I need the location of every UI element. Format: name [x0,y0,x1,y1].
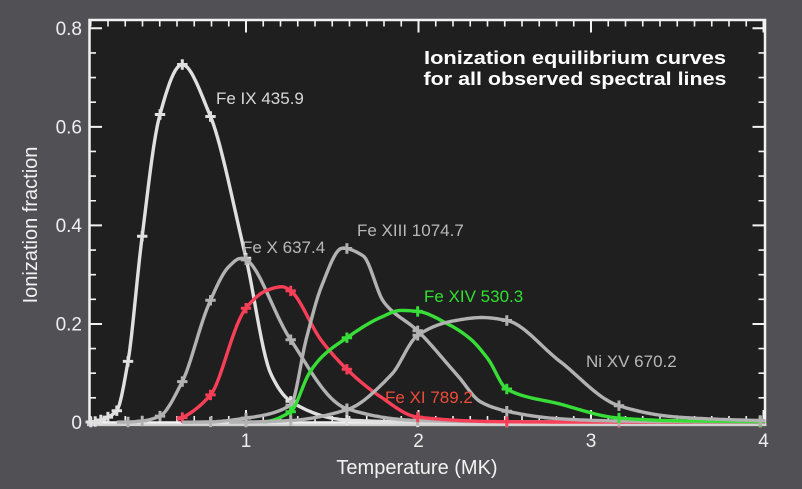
svg-text:0.2: 0.2 [56,314,82,335]
svg-text:Ionization equilibrium curves: Ionization equilibrium curves [424,48,726,68]
svg-text:Fe XIII 1074.7: Fe XIII 1074.7 [357,221,464,240]
svg-text:Ni XV 670.2: Ni XV 670.2 [586,352,677,371]
svg-text:3: 3 [586,431,597,452]
svg-text:Fe X 637.4: Fe X 637.4 [242,238,325,257]
svg-text:Temperature (MK): Temperature (MK) [336,457,497,479]
svg-text:for all observed spectral line: for all observed spectral lines [424,69,727,89]
svg-text:0.8: 0.8 [56,19,82,40]
svg-text:2: 2 [413,431,424,452]
svg-text:Ionization fraction: Ionization fraction [20,147,42,304]
svg-text:0: 0 [71,413,82,434]
svg-text:0.4: 0.4 [56,216,83,237]
svg-text:1: 1 [241,431,252,452]
svg-text:Fe XI 789.2: Fe XI 789.2 [385,388,473,407]
svg-text:4: 4 [758,431,769,452]
svg-text:0.6: 0.6 [56,117,82,138]
svg-text:Fe XIV 530.3: Fe XIV 530.3 [424,287,523,306]
svg-text:Fe IX 435.9: Fe IX 435.9 [216,89,304,108]
